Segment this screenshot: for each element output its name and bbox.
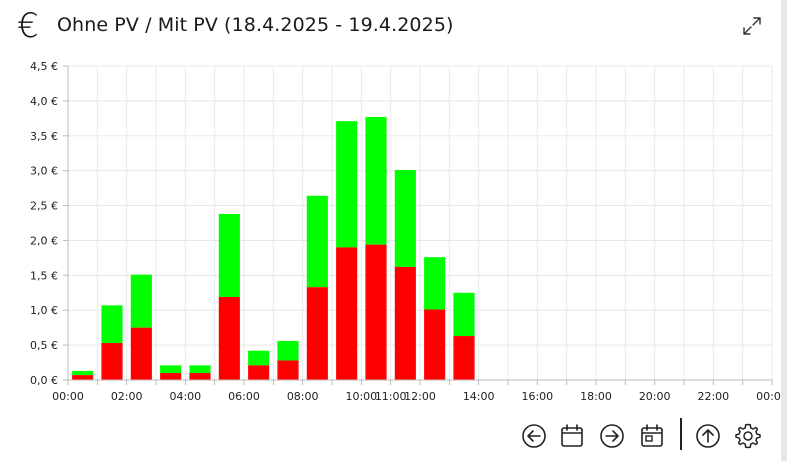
bar-ohne-pv[interactable]	[453, 336, 475, 380]
bar-ohne-pv[interactable]	[336, 247, 358, 380]
bar-ohne-pv[interactable]	[365, 244, 387, 380]
calendar-day-icon[interactable]	[636, 420, 668, 452]
calendar-icon[interactable]	[556, 420, 588, 452]
chart-title: Ohne PV / Mit PV (18.4.2025 - 19.4.2025)	[57, 14, 454, 36]
bar-ohne-pv[interactable]	[218, 296, 240, 380]
expand-icon[interactable]	[740, 14, 764, 38]
y-tick-label: 0,0 €	[30, 374, 58, 387]
x-tick-label: 20:00	[639, 390, 671, 403]
toolbar-divider	[680, 418, 682, 450]
x-tick-label: 10:00	[345, 390, 377, 403]
euro-icon: €	[17, 6, 39, 46]
bar-ohne-pv[interactable]	[277, 360, 299, 380]
bar-chart: 0,0 € 0,5 € 1,0 € 1,5 € 2,0 € 2,5 € 3,0 € 3,5 €…	[30, 60, 781, 403]
bar-mit-pv[interactable]	[394, 169, 416, 267]
chart-toolbar	[514, 418, 774, 454]
x-tick-label: 00:00	[52, 390, 84, 403]
y-tick-label: 1,5 €	[30, 269, 58, 282]
bar-mit-pv[interactable]	[130, 274, 152, 328]
bar-mit-pv[interactable]	[101, 305, 123, 344]
bar-ohne-pv[interactable]	[394, 266, 416, 380]
scrollbar-track[interactable]	[781, 0, 787, 461]
y-tick-label: 4,5 €	[30, 60, 58, 73]
y-tick-label: 0,5 €	[30, 339, 58, 352]
bar-mit-pv[interactable]	[277, 340, 299, 361]
y-tick-label: 4,0 €	[30, 95, 58, 108]
x-tick-label: 14:00	[463, 390, 495, 403]
bar-ohne-pv[interactable]	[248, 365, 270, 380]
bar-ohne-pv[interactable]	[72, 375, 94, 380]
y-tick-label: 2,0 €	[30, 234, 58, 247]
x-tick-label: 06:00	[228, 390, 260, 403]
bar-mit-pv[interactable]	[306, 195, 328, 288]
bar-mit-pv[interactable]	[189, 365, 211, 374]
x-tick-label: 22:00	[697, 390, 729, 403]
bar-mit-pv[interactable]	[160, 365, 182, 374]
y-tick-label: 3,0 €	[30, 165, 58, 178]
bar-ohne-pv[interactable]	[160, 373, 182, 380]
bar-ohne-pv[interactable]	[130, 327, 152, 380]
arrow-up-circle-icon[interactable]	[692, 420, 724, 452]
x-tick-label: 04:00	[169, 390, 201, 403]
x-tick-label: 18:00	[580, 390, 612, 403]
gear-icon[interactable]	[732, 420, 764, 452]
bar-ohne-pv[interactable]	[306, 287, 328, 380]
bar-ohne-pv[interactable]	[101, 343, 123, 380]
grid-lines	[67, 65, 773, 381]
x-tick-label: 16:00	[521, 390, 553, 403]
x-tick-label: 11:00	[375, 390, 407, 403]
bar-mit-pv[interactable]	[72, 370, 94, 376]
bar-mit-pv[interactable]	[248, 350, 270, 366]
bars	[72, 116, 475, 380]
bar-ohne-pv[interactable]	[424, 309, 446, 380]
bar-mit-pv[interactable]	[424, 257, 446, 310]
arrow-right-circle-icon[interactable]	[596, 420, 628, 452]
x-tick-label: 02:00	[111, 390, 143, 403]
bar-mit-pv[interactable]	[453, 292, 475, 337]
x-tick-label: 00:00	[756, 390, 781, 403]
axes: 0,0 € 0,5 € 1,0 € 1,5 € 2,0 € 2,5 € 3,0 € 3,5 €…	[30, 60, 781, 403]
y-tick-label: 3,5 €	[30, 130, 58, 143]
bar-mit-pv[interactable]	[336, 121, 358, 248]
y-tick-label: 2,5 €	[30, 200, 58, 213]
x-tick-label: 08:00	[287, 390, 319, 403]
bar-ohne-pv[interactable]	[189, 373, 211, 380]
bar-mit-pv[interactable]	[218, 213, 240, 297]
x-tick-label: 12:00	[404, 390, 436, 403]
card-header: € Ohne PV / Mit PV (18.4.2025 - 19.4.202…	[0, 0, 781, 52]
bar-mit-pv[interactable]	[365, 116, 387, 245]
arrow-left-circle-icon[interactable]	[518, 420, 550, 452]
y-tick-label: 1,0 €	[30, 304, 58, 317]
